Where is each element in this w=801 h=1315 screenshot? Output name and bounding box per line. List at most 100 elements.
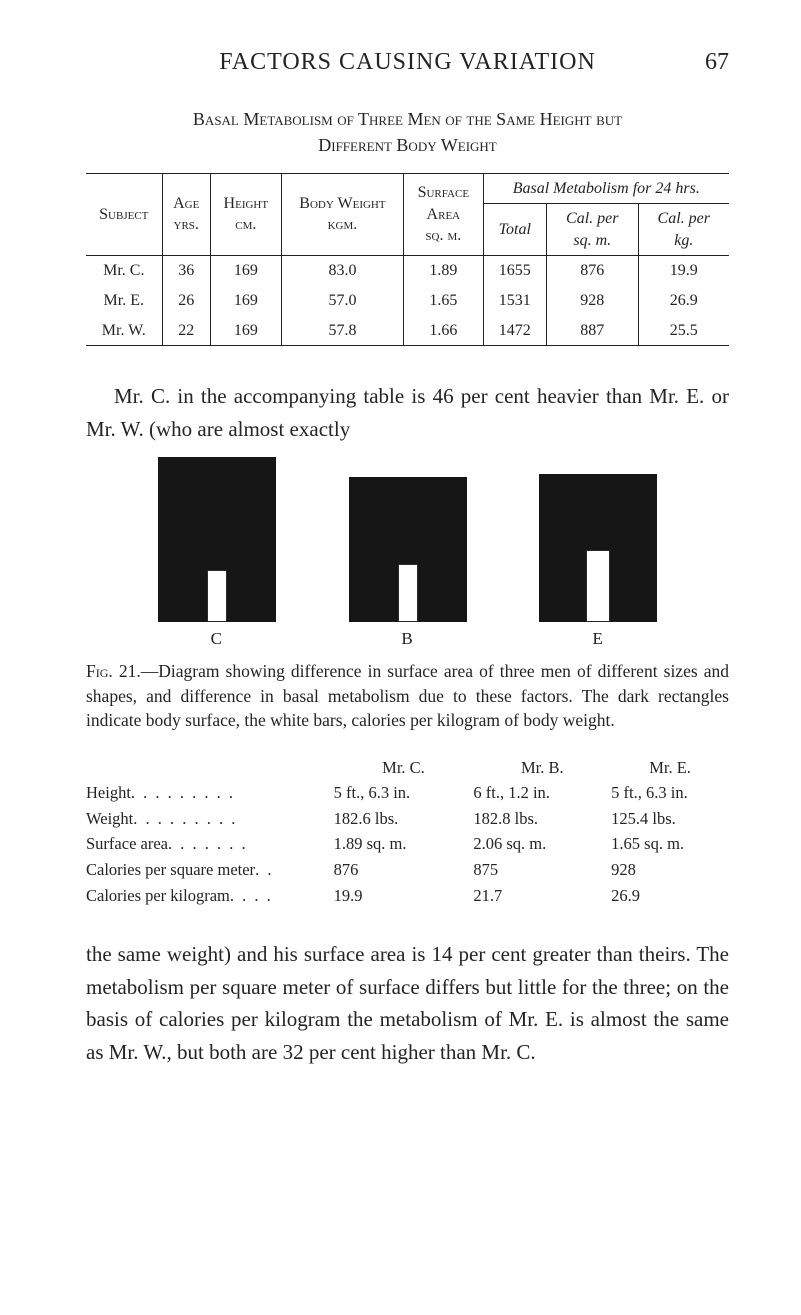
th-cal-sqm-1: Cal. per [566, 210, 618, 227]
compare-header-c: Mr. C. [334, 755, 474, 781]
figure-21: CBE [86, 463, 729, 651]
compare-label: Calories per square meter. . [86, 857, 334, 883]
th-surface-unit: sq. m. [425, 227, 461, 244]
th-bw-unit: kgm. [328, 216, 358, 233]
th-bw-label: Body Weight [299, 195, 385, 212]
compare-val-e: 1.65 sq. m. [611, 831, 729, 857]
light-bar [398, 564, 418, 622]
table-row: Mr. C. 36 169 83.0 1.89 1655 876 19.9 [86, 256, 729, 286]
cell-total: 1472 [483, 316, 546, 346]
table-caption: Basal Metabolism of Three Men of the Sam… [128, 106, 688, 158]
figure-panel: E [538, 474, 658, 651]
compare-val-c: 19.9 [334, 883, 474, 909]
compare-val-b: 2.06 sq. m. [473, 831, 611, 857]
compare-val-c: 182.6 lbs. [334, 806, 474, 832]
table-row: Mr. W. 22 169 57.8 1.66 1472 887 25.5 [86, 316, 729, 346]
cell-subject: Mr. E. [86, 286, 162, 316]
para-bottom: the same weight) and his surface area is… [86, 938, 729, 1068]
cell-total: 1531 [483, 286, 546, 316]
figure-caption: Fig. 21.—Diagram showing difference in s… [86, 659, 729, 733]
figure-caption-rest: —Diagram showing difference in surface a… [86, 661, 729, 730]
figure-bars [158, 457, 276, 622]
compare-val-c: 1.89 sq. m. [334, 831, 474, 857]
cell-cpsqm: 928 [546, 286, 638, 316]
compare-val-c: 876 [334, 857, 474, 883]
th-height-unit: cm. [235, 216, 256, 233]
compare-label-text: Calories per kilogram [86, 883, 230, 909]
th-cal-sqm-2: sq. m. [573, 232, 611, 249]
th-cal-kg-2: kg. [674, 232, 693, 249]
compare-val-e: 125.4 lbs. [611, 806, 729, 832]
cell-cpkg: 26.9 [638, 286, 729, 316]
cell-subject: Mr. C. [86, 256, 162, 286]
cell-bw: 57.0 [281, 286, 403, 316]
light-bar [586, 550, 610, 622]
compare-row: Weight. . . . . . . . .182.6 lbs.182.8 l… [86, 806, 729, 832]
cell-age: 36 [162, 256, 210, 286]
figure-panel: B [348, 477, 468, 651]
cell-age: 26 [162, 286, 210, 316]
compare-val-c: 5 ft., 6.3 in. [334, 780, 474, 806]
th-surface-l1: Surface [418, 184, 469, 201]
figure-panel-label: C [211, 628, 223, 651]
leader-dots: . . . . . . . . . [133, 806, 237, 832]
th-cal-kg: Cal. per kg. [638, 204, 729, 256]
light-bar [207, 570, 227, 622]
th-cal-kg-1: Cal. per [658, 210, 710, 227]
page-number: 67 [685, 46, 729, 78]
table-caption-line2: Different Body Weight [318, 135, 497, 155]
cell-total: 1655 [483, 256, 546, 286]
compare-val-e: 928 [611, 857, 729, 883]
th-surface-l2: Area [427, 206, 461, 223]
compare-label-text: Height [86, 780, 131, 806]
th-cal-sqm: Cal. per sq. m. [546, 204, 638, 256]
cell-bw: 57.8 [281, 316, 403, 346]
th-age-label: Age [173, 195, 199, 212]
table-row: Mr. E. 26 169 57.0 1.65 1531 928 26.9 [86, 286, 729, 316]
compare-row: Calories per kilogram. . . .19.921.726.9 [86, 883, 729, 909]
compare-label-text: Calories per square meter [86, 857, 255, 883]
compare-val-e: 5 ft., 6.3 in. [611, 780, 729, 806]
figure-bars [349, 477, 467, 622]
figure-panel: C [157, 457, 277, 651]
th-surface: Surface Area sq. m. [404, 173, 483, 256]
leader-dots: . . . . . . . [168, 831, 248, 857]
cell-sa: 1.66 [404, 316, 483, 346]
leader-dots: . . [255, 857, 273, 883]
th-basal-span: Basal Metabolism for 24 hrs. [483, 173, 729, 204]
figure-bars [539, 474, 657, 622]
para-top: Mr. C. in the accompanying table is 46 p… [86, 380, 729, 445]
table-caption-line1: Basal Metabolism of Three Men of the Sam… [193, 109, 622, 129]
running-head: FACTORS CAUSING VARIATION 67 [86, 46, 729, 78]
figure-panel-label: E [593, 628, 604, 651]
th-total: Total [483, 204, 546, 256]
comparison-block: Mr. C.Mr. B.Mr. E.Height. . . . . . . . … [86, 755, 729, 908]
compare-row: Height. . . . . . . . .5 ft., 6.3 in.6 f… [86, 780, 729, 806]
running-title: FACTORS CAUSING VARIATION [130, 46, 685, 78]
cell-height: 169 [210, 316, 281, 346]
compare-val-e: 26.9 [611, 883, 729, 909]
compare-row: Surface area. . . . . . . 1.89 sq. m.2.06… [86, 831, 729, 857]
compare-val-b: 875 [473, 857, 611, 883]
cell-height: 169 [210, 256, 281, 286]
compare-label: Weight. . . . . . . . . [86, 806, 334, 832]
cell-age: 22 [162, 316, 210, 346]
th-age: Age yrs. [162, 173, 210, 256]
compare-val-b: 182.8 lbs. [473, 806, 611, 832]
compare-val-b: 21.7 [473, 883, 611, 909]
cell-height: 169 [210, 286, 281, 316]
cell-cpkg: 19.9 [638, 256, 729, 286]
th-height: Height cm. [210, 173, 281, 256]
th-age-unit: yrs. [174, 216, 199, 233]
cell-sa: 1.89 [404, 256, 483, 286]
compare-label: Calories per kilogram. . . . [86, 883, 334, 909]
cell-cpsqm: 887 [546, 316, 638, 346]
cell-subject: Mr. W. [86, 316, 162, 346]
figure-panel-label: B [401, 628, 413, 651]
th-height-label: Height [224, 195, 269, 212]
compare-header-b: Mr. B. [473, 755, 611, 781]
cell-cpsqm: 876 [546, 256, 638, 286]
figure-caption-lead: Fig. 21. [86, 661, 141, 681]
compare-label-text: Surface area [86, 831, 168, 857]
leader-dots: . . . . . . . . . [131, 780, 235, 806]
